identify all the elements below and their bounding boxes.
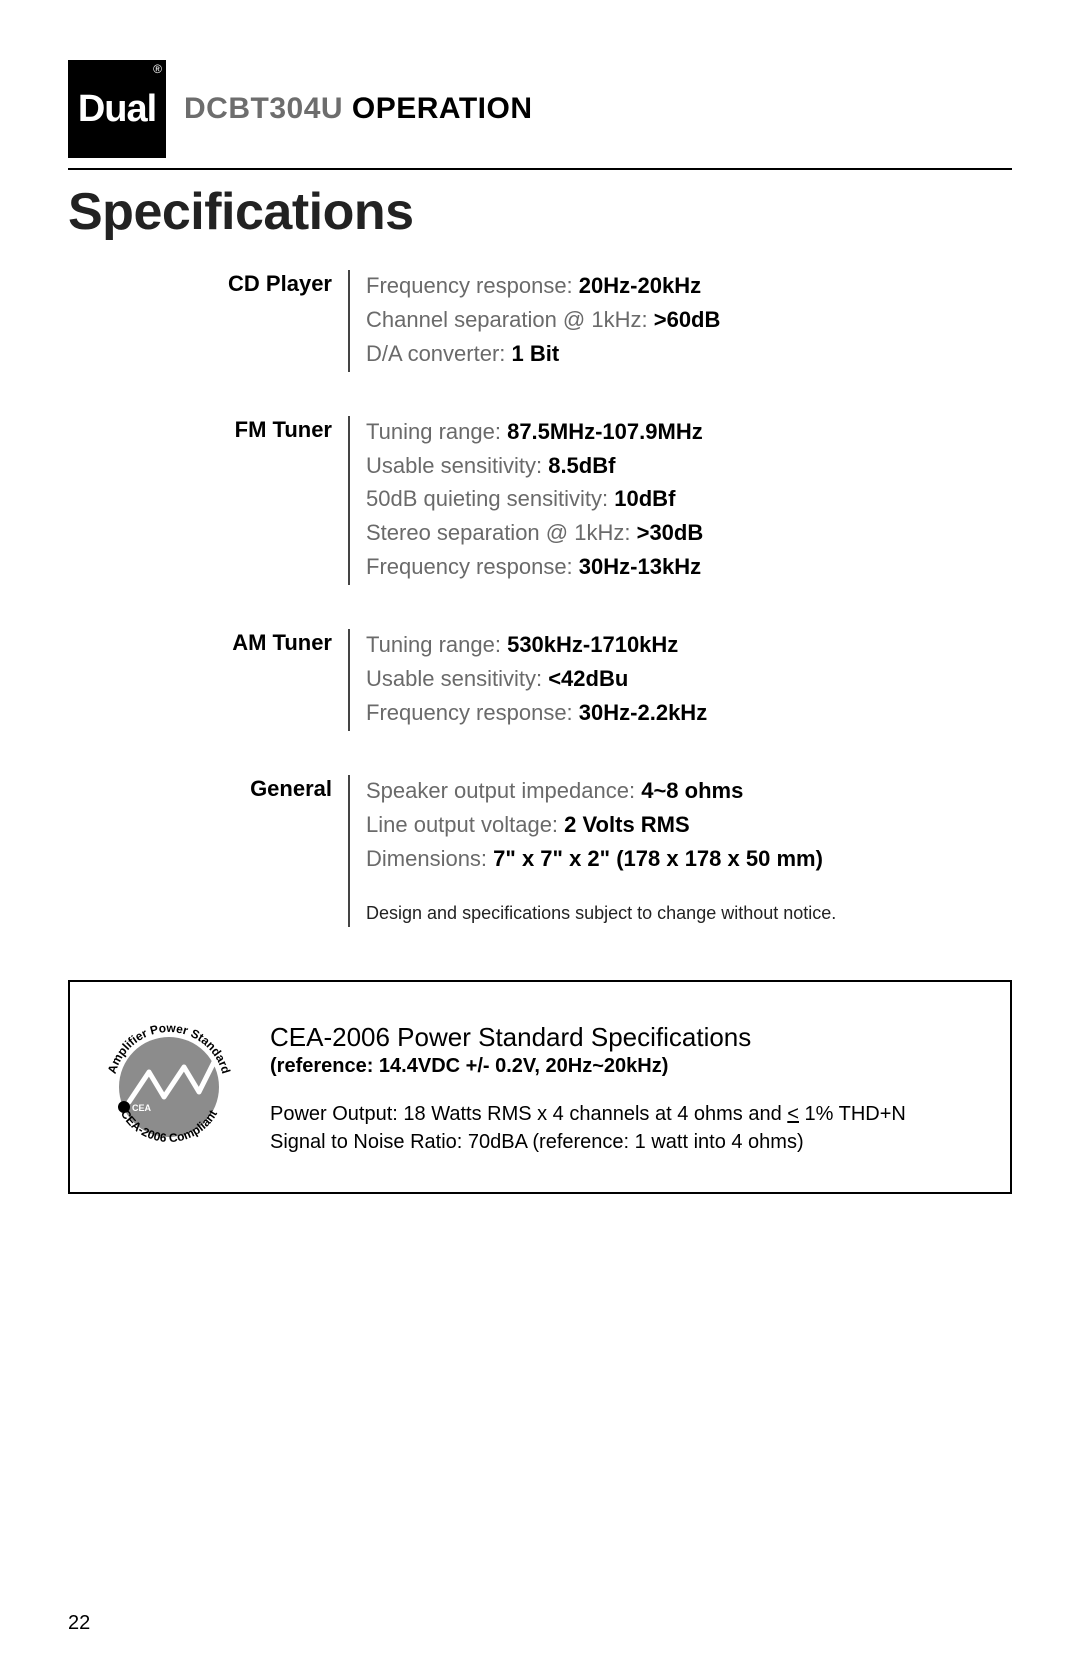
spec-group-label: AM Tuner xyxy=(188,629,348,656)
spec-row: Frequency response: 30Hz-13kHz xyxy=(366,551,703,583)
spec-group-general: General Speaker output impedance: 4~8 oh… xyxy=(188,775,1012,927)
operation-label: OPERATION xyxy=(352,92,533,125)
page-number: 22 xyxy=(68,1612,90,1635)
spec-group-label: General xyxy=(188,775,348,802)
spec-row-label: Line output voltage: xyxy=(366,812,558,837)
header-row: Dual ® DCBT304U OPERATION xyxy=(68,60,1012,158)
spec-separator xyxy=(348,416,350,585)
spec-row: Tuning range: 87.5MHz-107.9MHz xyxy=(366,416,703,448)
cea-snr: Signal to Noise Ratio: 70dBA (reference:… xyxy=(270,1128,986,1156)
spec-row: Dimensions: 7" x 7" x 2" (178 x 178 x 50… xyxy=(366,843,836,875)
spec-row-value: 7" x 7" x 2" (178 x 178 x 50 mm) xyxy=(493,846,823,871)
spec-values: Speaker output impedance: 4~8 ohms Line … xyxy=(366,775,836,927)
spec-row-value: 2 Volts RMS xyxy=(564,812,690,837)
spec-row: Line output voltage: 2 Volts RMS xyxy=(366,809,836,841)
spec-row-value: 530kHz-1710kHz xyxy=(507,632,678,657)
spec-row-label: Frequency response: xyxy=(366,273,573,298)
spec-row-label: 50dB quieting sensitivity: xyxy=(366,486,608,511)
brand-logo: Dual ® xyxy=(68,60,166,158)
spec-row-label: Usable sensitivity: xyxy=(366,666,542,691)
cea-reference: (reference: 14.4VDC +/- 0.2V, 20Hz~20kHz… xyxy=(270,1055,986,1078)
spec-row-label: Frequency response: xyxy=(366,700,573,725)
spec-row-value: 8.5dBf xyxy=(548,453,615,478)
less-than-equal-symbol: < xyxy=(787,1103,799,1125)
model-number: DCBT304U xyxy=(184,92,343,125)
spec-row-label: Dimensions: xyxy=(366,846,487,871)
spec-row-label: Stereo separation @ 1kHz: xyxy=(366,520,630,545)
spec-values: Tuning range: 530kHz-1710kHz Usable sens… xyxy=(366,629,707,731)
spec-separator xyxy=(348,629,350,731)
spec-row-value: 4~8 ohms xyxy=(641,778,743,803)
spec-row-value: 30Hz-13kHz xyxy=(579,554,701,579)
spec-group-label: FM Tuner xyxy=(188,416,348,443)
brand-logo-text: Dual xyxy=(78,88,156,131)
spec-row-label: D/A converter: xyxy=(366,341,505,366)
spec-row-value: >60dB xyxy=(654,307,721,332)
spec-values: Frequency response: 20Hz-20kHz Channel s… xyxy=(366,270,720,372)
cea-text: CEA-2006 Power Standard Specifications (… xyxy=(270,1012,986,1156)
cea-power-output: Power Output: 18 Watts RMS x 4 channels … xyxy=(270,1100,986,1128)
spec-row: Channel separation @ 1kHz: >60dB xyxy=(366,304,720,336)
page-title: Specifications xyxy=(68,182,1012,242)
spec-row-value: <42dBu xyxy=(548,666,628,691)
spec-values: Tuning range: 87.5MHz-107.9MHz Usable se… xyxy=(366,416,703,585)
spec-row-value: 20Hz-20kHz xyxy=(579,273,701,298)
spec-row-label: Channel separation @ 1kHz: xyxy=(366,307,648,332)
spec-row-label: Tuning range: xyxy=(366,632,501,657)
spec-row-label: Usable sensitivity: xyxy=(366,453,542,478)
spec-group-am-tuner: AM Tuner Tuning range: 530kHz-1710kHz Us… xyxy=(188,629,1012,731)
badge-cea-text: CEA xyxy=(132,1103,152,1113)
page: Dual ® DCBT304U OPERATION Specifications… xyxy=(0,0,1080,1669)
spec-row-value: 30Hz-2.2kHz xyxy=(579,700,707,725)
spec-row-label: Speaker output impedance: xyxy=(366,778,635,803)
header-title: DCBT304U OPERATION xyxy=(184,92,533,126)
registered-mark: ® xyxy=(153,62,162,76)
spec-row: Usable sensitivity: 8.5dBf xyxy=(366,450,703,482)
header-divider xyxy=(68,168,1012,170)
spec-row-value: >30dB xyxy=(637,520,704,545)
spec-row-value: 87.5MHz-107.9MHz xyxy=(507,419,703,444)
spec-group-label: CD Player xyxy=(188,270,348,297)
spec-row-label: Frequency response: xyxy=(366,554,573,579)
spec-row: Tuning range: 530kHz-1710kHz xyxy=(366,629,707,661)
spec-group-cd-player: CD Player Frequency response: 20Hz-20kHz… xyxy=(188,270,1012,372)
spec-row: Stereo separation @ 1kHz: >30dB xyxy=(366,517,703,549)
spec-separator xyxy=(348,775,350,927)
cea-line-part: 1% THD+N xyxy=(799,1103,906,1125)
cea-line-part: Power Output: 18 Watts RMS x 4 channels … xyxy=(270,1103,787,1125)
spec-row: 50dB quieting sensitivity: 10dBf xyxy=(366,483,703,515)
spec-separator xyxy=(348,270,350,372)
cea-badge-icon: Amplifier Power Standard CEA-2006 Compli… xyxy=(94,1012,244,1162)
spec-row: Frequency response: 30Hz-2.2kHz xyxy=(366,697,707,729)
spec-row: Usable sensitivity: <42dBu xyxy=(366,663,707,695)
spec-row: Frequency response: 20Hz-20kHz xyxy=(366,270,720,302)
spec-table: CD Player Frequency response: 20Hz-20kHz… xyxy=(188,270,1012,927)
spec-note: Design and specifications subject to cha… xyxy=(366,900,836,926)
spec-row: D/A converter: 1 Bit xyxy=(366,338,720,370)
spec-row-value: 1 Bit xyxy=(512,341,560,366)
spec-row: Speaker output impedance: 4~8 ohms xyxy=(366,775,836,807)
spec-group-fm-tuner: FM Tuner Tuning range: 87.5MHz-107.9MHz … xyxy=(188,416,1012,585)
spec-row-value: 10dBf xyxy=(614,486,675,511)
spec-row-label: Tuning range: xyxy=(366,419,501,444)
cea-title: CEA-2006 Power Standard Specifications xyxy=(270,1022,986,1053)
cea-box: Amplifier Power Standard CEA-2006 Compli… xyxy=(68,980,1012,1194)
